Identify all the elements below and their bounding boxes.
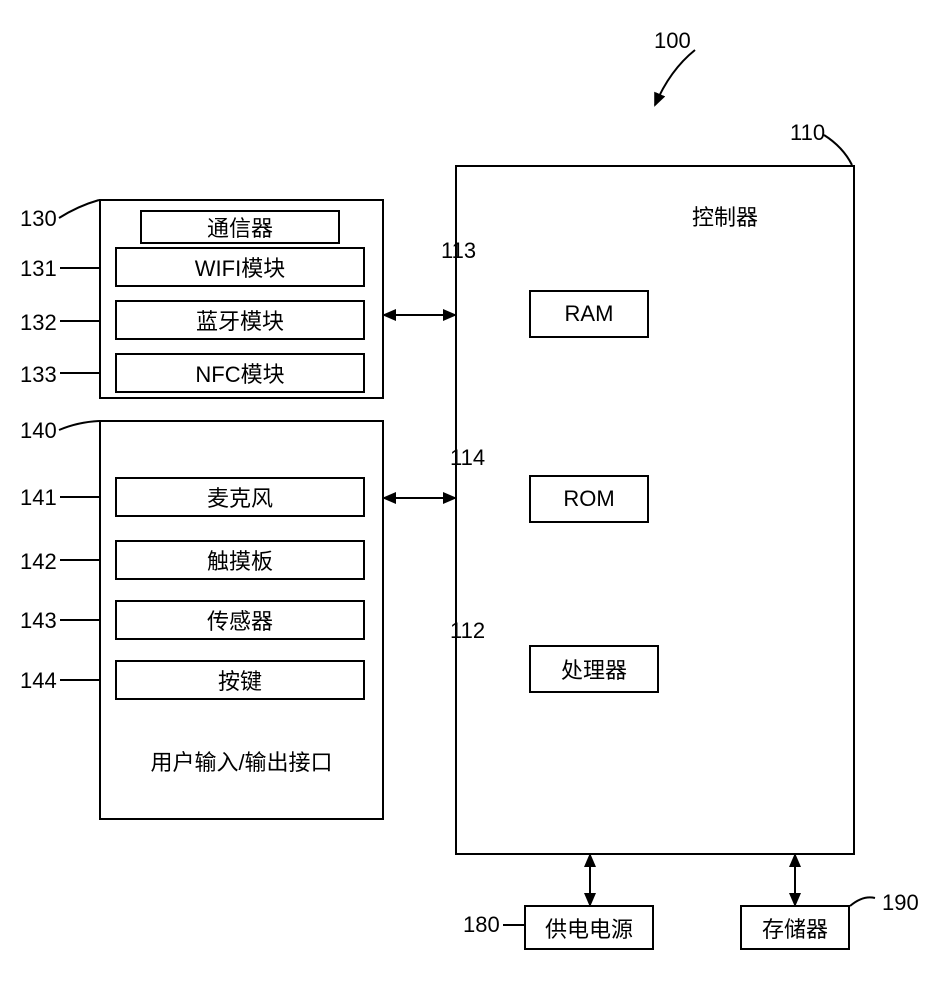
power-block: 供电电源: [524, 905, 654, 950]
ref-114: 114: [450, 445, 485, 471]
ref-112: 112: [450, 618, 485, 644]
leader-140: [59, 421, 99, 430]
processor-block: 处理器: [529, 645, 659, 693]
rom-label: ROM: [563, 486, 614, 512]
ref-133: 133: [20, 362, 57, 388]
memory-label: 存储器: [762, 912, 828, 944]
bluetooth-label: 蓝牙模块: [196, 304, 284, 336]
leader-190: [850, 897, 875, 906]
microphone-block: 麦克风: [115, 477, 365, 517]
ram-label: RAM: [565, 301, 614, 327]
ref-190: 190: [882, 890, 919, 916]
ref-110: 110: [790, 120, 825, 146]
microphone-label: 麦克风: [207, 481, 273, 513]
touchpad-block: 触摸板: [115, 540, 365, 580]
memory-block: 存储器: [740, 905, 850, 950]
leader-110: [824, 135, 852, 165]
ref-100: 100: [654, 28, 691, 54]
processor-label: 处理器: [561, 653, 627, 685]
ref-140: 140: [20, 418, 57, 444]
wifi-label: WIFI模块: [195, 251, 285, 283]
sensor-block: 传感器: [115, 600, 365, 640]
ref-143: 143: [20, 608, 57, 634]
nfc-label: NFC模块: [195, 357, 284, 389]
touchpad-label: 触摸板: [207, 544, 273, 576]
ref-141: 141: [20, 485, 57, 511]
ref-130: 130: [20, 206, 57, 232]
controller-container: [455, 165, 855, 855]
nfc-module: NFC模块: [115, 353, 365, 393]
sensor-label: 传感器: [207, 604, 273, 636]
ram-block: RAM: [529, 290, 649, 338]
rom-block: ROM: [529, 475, 649, 523]
button-block: 按键: [115, 660, 365, 700]
wifi-module: WIFI模块: [115, 247, 365, 287]
leader-100: [655, 50, 695, 105]
ref-131: 131: [20, 256, 57, 282]
bluetooth-module: 蓝牙模块: [115, 300, 365, 340]
io-title: 用户输入/输出接口: [99, 745, 384, 777]
power-label: 供电电源: [545, 912, 633, 944]
ref-180: 180: [463, 912, 500, 938]
communicator-title: 通信器: [207, 211, 273, 243]
ref-144: 144: [20, 668, 57, 694]
controller-title: 控制器: [650, 200, 800, 232]
leader-130: [59, 200, 99, 218]
button-label: 按键: [218, 664, 262, 696]
ref-113: 113: [441, 238, 476, 264]
ref-142: 142: [20, 549, 57, 575]
communicator-title-box: 通信器: [140, 210, 340, 244]
ref-132: 132: [20, 310, 57, 336]
